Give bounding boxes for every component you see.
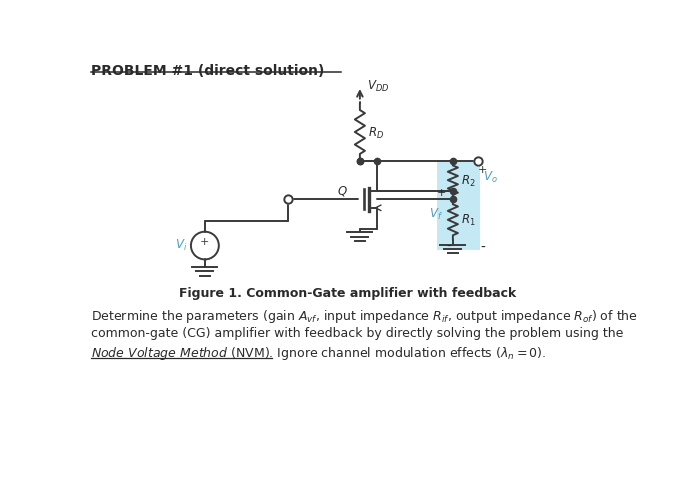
Text: $R_2$: $R_2$ <box>460 173 475 188</box>
Text: Determine the parameters (gain $A_{vf}$, input impedance $R_{if}$, output impeda: Determine the parameters (gain $A_{vf}$,… <box>91 307 638 325</box>
Text: $V_{DD}$: $V_{DD}$ <box>367 79 389 94</box>
Text: $R_1$: $R_1$ <box>460 213 475 228</box>
Bar <box>437 162 480 251</box>
Text: +: + <box>200 237 210 247</box>
Text: $\it{Node\ Voltage\ Method}$ (NVM). Ignore channel modulation effects ($\lambda_: $\it{Node\ Voltage\ Method}$ (NVM). Igno… <box>91 345 546 362</box>
Text: common-gate (CG) amplifier with feedback by directly solving the problem using t: common-gate (CG) amplifier with feedback… <box>91 326 623 339</box>
Text: $V_o$: $V_o$ <box>483 169 498 184</box>
Text: +: + <box>477 164 487 174</box>
Text: -: - <box>480 241 485 255</box>
Text: $R_D$: $R_D$ <box>368 125 384 140</box>
Text: $V_i$: $V_i$ <box>176 237 188 252</box>
Text: $V_f$: $V_f$ <box>429 206 443 222</box>
Text: -: - <box>447 240 452 254</box>
Text: +: + <box>437 187 446 197</box>
Text: PROBLEM #1 (direct solution): PROBLEM #1 (direct solution) <box>91 64 324 78</box>
Text: Figure 1. Common-Gate amplifier with feedback: Figure 1. Common-Gate amplifier with fee… <box>179 287 516 300</box>
Text: $Q$: $Q$ <box>338 184 348 198</box>
